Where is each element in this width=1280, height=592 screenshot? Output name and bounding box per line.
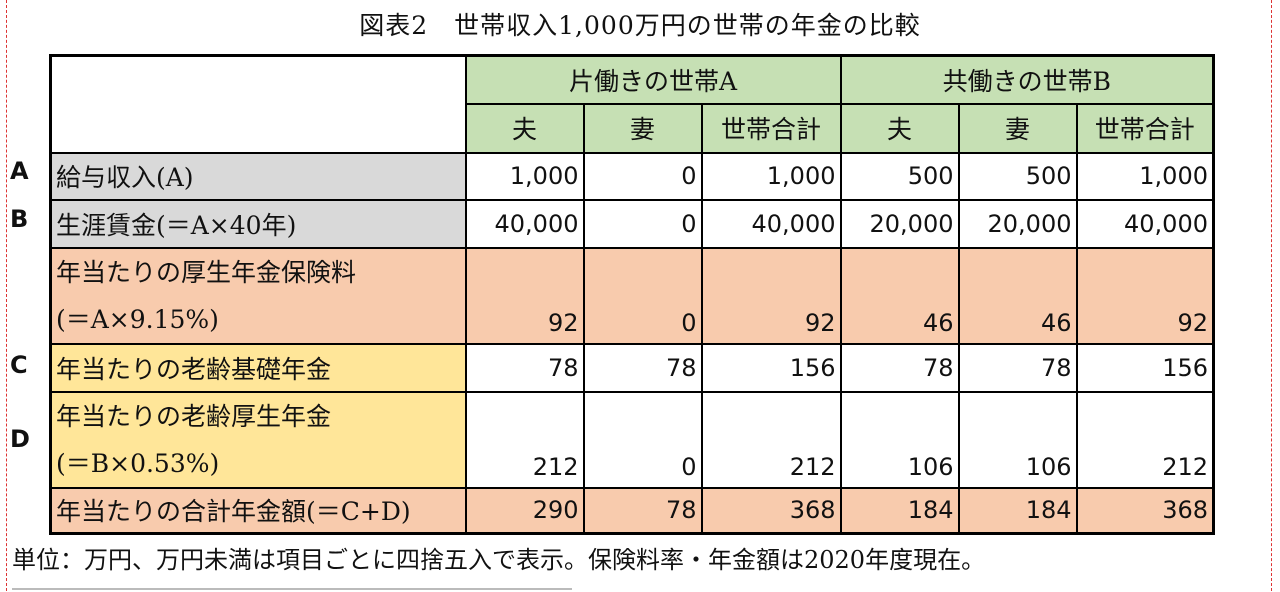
figure-title: 図表2 世帯収入1,000万円の世帯の年金の比較 <box>359 11 921 40</box>
cell-value: 1,000 <box>700 151 842 201</box>
cell-value: 40,000 <box>700 198 842 249</box>
row-label-basic-pension: 年当たりの老齢基礎年金 <box>49 342 467 393</box>
row-label-line1: 年当たりの厚生年金保険料 <box>56 257 357 287</box>
footnote: 単位：万円、万円未満は項目ごとに四捨五入で表示。保険料率・年金額は2020年度現… <box>12 546 986 574</box>
cell-value: 0 <box>582 390 703 489</box>
row-label-line1: 年当たりの老齢厚生年金 <box>56 401 332 431</box>
sub-header-a-total: 世帯合計 <box>700 102 842 154</box>
sub-header-a-wife: 妻 <box>582 102 703 154</box>
table-row-insurance-premium: 年当たりの厚生年金保険料 (＝A×9.15%) 92 0 92 46 46 92 <box>49 246 1215 345</box>
table-row-salary: 給与収入(A) 1,000 0 1,000 500 500 1,000 <box>49 151 1215 201</box>
cell-value: 78 <box>839 342 960 393</box>
cell-value: 92 <box>700 246 842 345</box>
cell-value: 290 <box>464 486 585 535</box>
row-label-line2: (＝B×0.53%) <box>56 448 220 478</box>
cell-value: 46 <box>957 246 1078 345</box>
table-row-total-pension: 年当たりの合計年金額(＝C+D) 290 78 368 184 184 368 <box>49 486 1215 535</box>
cell-value: 184 <box>839 486 960 535</box>
cell-value: 368 <box>1075 486 1215 535</box>
sub-header-b-wife: 妻 <box>957 102 1078 154</box>
cell-value: 212 <box>464 390 585 489</box>
cell-value: 78 <box>957 342 1078 393</box>
group-header-row: 片働きの世帯A 共働きの世帯B <box>49 54 1215 154</box>
cell-value: 0 <box>582 198 703 249</box>
cell-value: 106 <box>957 390 1078 489</box>
cell-value: 500 <box>957 151 1078 201</box>
cell-value: 40,000 <box>1075 198 1215 249</box>
cell-value: 78 <box>582 486 703 535</box>
sub-header-b-total: 世帯合計 <box>1075 102 1215 154</box>
cell-value: 212 <box>1075 390 1215 489</box>
cell-value: 40,000 <box>464 198 585 249</box>
row-label-line2: (＝A×9.15%) <box>56 304 219 334</box>
row-letter-d: D <box>10 425 30 453</box>
cell-value: 184 <box>957 486 1078 535</box>
cell-value: 156 <box>700 342 842 393</box>
clipped-next-line <box>12 582 572 592</box>
group-header-a: 片働きの世帯A <box>464 54 842 105</box>
table-row-employee-pension: 年当たりの老齢厚生年金 (＝B×0.53%) 212 0 212 106 106… <box>49 390 1215 489</box>
row-letter-c: C <box>10 351 28 379</box>
cell-value: 368 <box>700 486 842 535</box>
cell-value: 78 <box>464 342 585 393</box>
page-margin-guide-left <box>6 0 7 591</box>
row-letter-b: B <box>10 205 29 233</box>
cell-value: 0 <box>582 151 703 201</box>
cell-value: 20,000 <box>839 198 960 249</box>
blank-corner-cell <box>49 54 467 154</box>
cell-value: 500 <box>839 151 960 201</box>
row-letter-a: A <box>10 157 29 185</box>
cell-value: 92 <box>464 246 585 345</box>
table-row-lifetime-wage: 生涯賃金(＝A×40年) 40,000 0 40,000 20,000 20,0… <box>49 198 1215 249</box>
sub-header-row: 夫 妻 世帯合計 夫 妻 世帯合計 <box>51 102 1215 154</box>
sub-header-a-husband: 夫 <box>464 102 585 154</box>
row-label-salary: 給与収入(A) <box>49 151 467 201</box>
group-header-b: 共働きの世帯B <box>839 54 1215 105</box>
cell-value: 212 <box>700 390 842 489</box>
cell-value: 106 <box>839 390 960 489</box>
cell-value: 20,000 <box>957 198 1078 249</box>
row-label-total-pension: 年当たりの合計年金額(＝C+D) <box>49 486 467 535</box>
row-label-employee-pension: 年当たりの老齢厚生年金 (＝B×0.53%) <box>49 390 467 489</box>
cell-value: 1,000 <box>1075 151 1215 201</box>
table-row-basic-pension: 年当たりの老齢基礎年金 78 78 156 78 78 156 <box>49 342 1215 393</box>
cell-value: 156 <box>1075 342 1215 393</box>
cell-value: 78 <box>582 342 703 393</box>
row-label-lifetime-wage: 生涯賃金(＝A×40年) <box>49 198 467 249</box>
page-margin-guide-right <box>1271 0 1272 591</box>
row-label-insurance-premium: 年当たりの厚生年金保険料 (＝A×9.15%) <box>49 246 467 345</box>
cell-value: 1,000 <box>464 151 585 201</box>
cell-value: 46 <box>839 246 960 345</box>
cell-value: 92 <box>1075 246 1215 345</box>
cell-value: 0 <box>582 246 703 345</box>
pension-comparison-table: 片働きの世帯A 共働きの世帯B 夫 妻 世帯合計 夫 妻 世帯合計 給与収入(A… <box>49 54 1215 535</box>
sub-header-b-husband: 夫 <box>839 102 960 154</box>
